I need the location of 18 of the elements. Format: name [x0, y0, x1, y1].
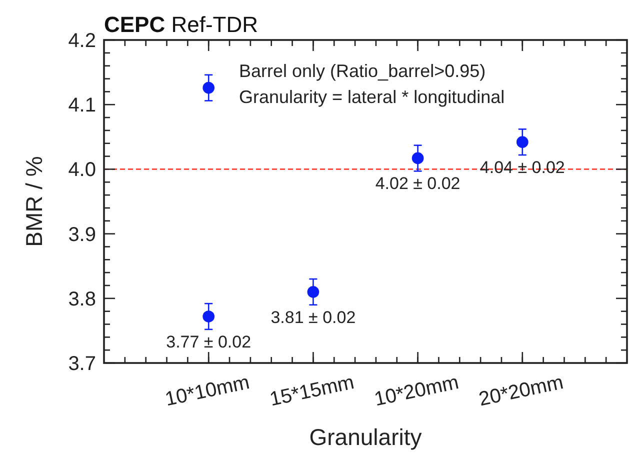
data-label: 3.77 ± 0.02 — [166, 332, 252, 352]
x-tick-label: 15*15mm — [268, 371, 356, 411]
x-tick-label: 10*10mm — [163, 371, 252, 411]
y-tick-label: 4.2 — [68, 30, 96, 52]
data-label: 3.81 ± 0.02 — [270, 308, 356, 327]
x-axis-title: Granularity — [309, 424, 422, 450]
x-tick-label: 20*20mm — [476, 371, 566, 411]
y-axis-title: BMR / % — [21, 156, 47, 247]
annotation: Granularity = lateral * longitudinal — [239, 87, 505, 107]
y-tick-label: 4.0 — [68, 159, 96, 182]
data-label: 4.02 ± 0.02 — [375, 174, 460, 194]
y-tick-label: 4.1 — [68, 94, 96, 117]
y-tick-label: 3.9 — [68, 224, 96, 246]
y-tick-label: 3.7 — [68, 353, 96, 375]
y-tick-label: 3.8 — [68, 288, 96, 310]
annotation: Barrel only (Ratio_barrel>0.95) — [239, 61, 486, 81]
x-tick-label: 10*20mm — [372, 371, 461, 411]
chart-title: CEPC Ref-TDR — [104, 12, 258, 37]
